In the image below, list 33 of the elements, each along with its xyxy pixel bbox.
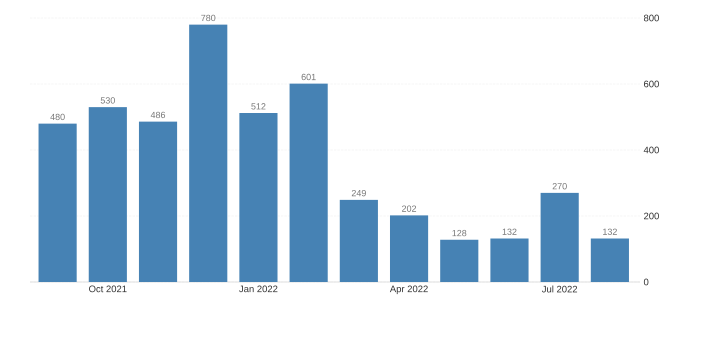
y-tick-label: 200 — [644, 212, 659, 220]
bar — [88, 107, 127, 282]
bar — [38, 124, 77, 282]
bar — [189, 24, 228, 282]
data-label: 480 — [50, 114, 65, 120]
bar — [290, 84, 328, 282]
y-tick-label: 800 — [644, 14, 659, 22]
data-label: 249 — [352, 190, 366, 196]
x-tick-label: Jan 2022 — [239, 286, 278, 292]
y-tick-label: 0 — [644, 278, 648, 286]
x-tick-label: Jul 2022 — [542, 286, 578, 292]
data-label: 486 — [150, 112, 166, 118]
y-tick-label: 600 — [644, 80, 659, 88]
bar — [340, 200, 378, 282]
x-tick-label: Apr 2022 — [390, 286, 428, 294]
bar — [540, 192, 579, 282]
data-label: 780 — [201, 14, 216, 22]
data-label: 128 — [452, 230, 466, 236]
data-label: 132 — [603, 228, 617, 235]
data-label: 530 — [100, 97, 115, 104]
y-tick-label: 400 — [644, 146, 659, 154]
bar — [390, 215, 428, 282]
bar — [138, 122, 178, 282]
data-label: 512 — [251, 103, 266, 110]
data-label: 132 — [502, 228, 516, 235]
x-tick-label: Oct 2021 — [89, 286, 127, 292]
data-label: 270 — [552, 183, 567, 190]
bar — [440, 240, 478, 282]
data-label: 202 — [402, 205, 416, 212]
bar — [239, 113, 278, 282]
data-label: 601 — [302, 74, 316, 80]
bar — [490, 238, 529, 282]
bar — [590, 238, 629, 282]
